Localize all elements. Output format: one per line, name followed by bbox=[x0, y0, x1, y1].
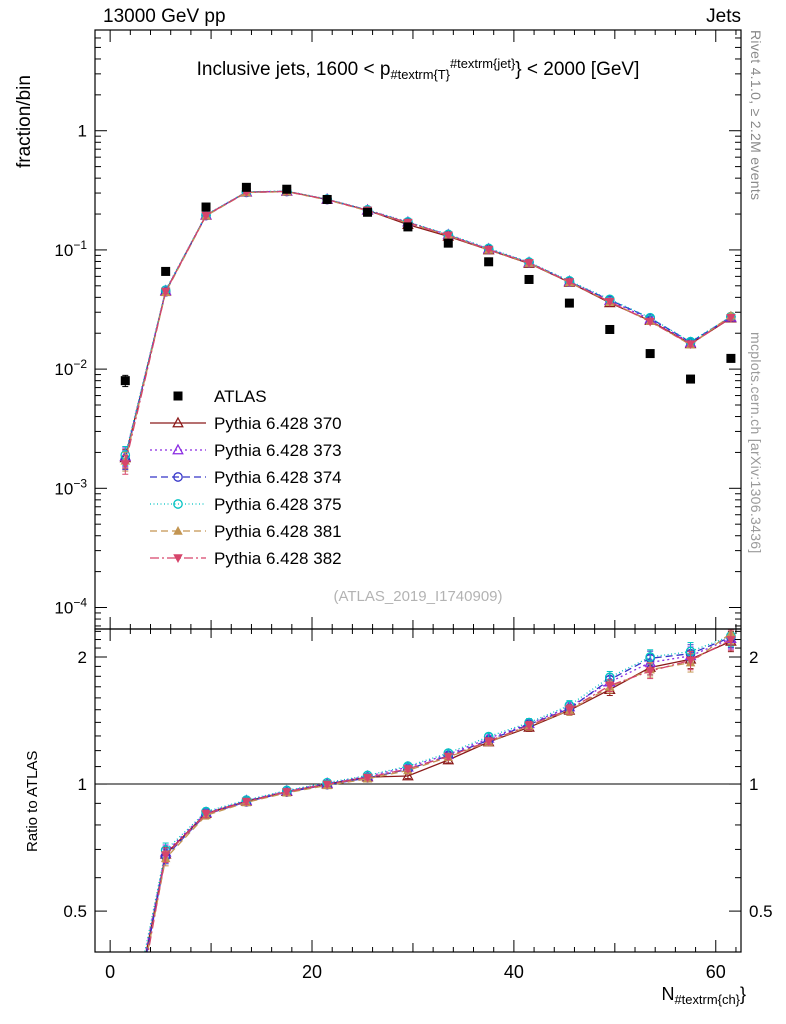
svg-text:0.5: 0.5 bbox=[63, 902, 87, 921]
panel-title-prefix: Inclusive jets, 1600 < p bbox=[196, 58, 391, 80]
svg-text:1: 1 bbox=[78, 775, 87, 794]
mc-series-ratio bbox=[144, 629, 737, 952]
rivet-version-note: Rivet 4.1.0, ≥ 2.2M events bbox=[748, 30, 764, 201]
svg-text:0.5: 0.5 bbox=[749, 902, 773, 921]
panel-title-suffix: } < 2000 [GeV] bbox=[515, 58, 640, 80]
svg-text:2: 2 bbox=[78, 648, 87, 667]
svg-text:20: 20 bbox=[302, 962, 322, 982]
svg-text:10−2: 10−2 bbox=[54, 357, 87, 379]
svg-text:Pythia 6.428 382: Pythia 6.428 382 bbox=[214, 549, 342, 568]
svg-text:10−3: 10−3 bbox=[54, 476, 87, 498]
xaxis-label-subscript: #textrm{ch} bbox=[674, 992, 740, 1008]
analysis-id-watermark: (ATLAS_2019_I1740909) bbox=[333, 588, 503, 605]
svg-text:ATLAS: ATLAS bbox=[214, 387, 267, 406]
mcplots-credit: mcplots.cern.ch [arXiv:1306.3436] bbox=[748, 332, 764, 554]
svg-text:10−1: 10−1 bbox=[54, 238, 87, 260]
svg-text:2: 2 bbox=[749, 648, 758, 667]
svg-text:1: 1 bbox=[749, 775, 758, 794]
svg-text:Pythia 6.428 370: Pythia 6.428 370 bbox=[214, 414, 342, 433]
svg-text:Pythia 6.428 375: Pythia 6.428 375 bbox=[214, 495, 342, 514]
svg-text:40: 40 bbox=[504, 962, 524, 982]
svg-text:Pythia 6.428 373: Pythia 6.428 373 bbox=[214, 441, 342, 460]
axis-tick-labels: 1 10−1 10−2 10−3 10−4 2 2 1 1 0.5 0.5 0 20 40 60 bbox=[54, 122, 772, 982]
panel-title-superscript: #textrm{jet} bbox=[449, 56, 516, 71]
xaxis-label: N#textrm{ch}} bbox=[661, 984, 746, 1007]
beam-energy-label: 13000 GeV pp bbox=[103, 6, 226, 27]
axis-ticks bbox=[95, 29, 741, 952]
panel-title: Inclusive jets, 1600 < p#textrm{T}#textr… bbox=[95, 56, 741, 82]
svg-text:10−4: 10−4 bbox=[54, 595, 87, 617]
svg-text:Pythia 6.428 381: Pythia 6.428 381 bbox=[214, 522, 342, 541]
panel-title-subscript: #textrm{T} bbox=[390, 66, 450, 82]
legend: ATLAS Pythia 6.428 370 Pythia 6.428 373 Pyt… bbox=[150, 387, 342, 568]
svg-text:60: 60 bbox=[706, 962, 726, 982]
svg-text:0: 0 bbox=[105, 962, 115, 982]
svg-text:1: 1 bbox=[78, 122, 87, 141]
svg-text:Pythia 6.428 374: Pythia 6.428 374 bbox=[214, 468, 342, 487]
xaxis-label-suffix: } bbox=[739, 984, 746, 1004]
atlas-data-points bbox=[120, 182, 736, 388]
analysis-category-label: Jets bbox=[706, 6, 741, 27]
xaxis-label-main: N bbox=[661, 984, 675, 1004]
panel-frames bbox=[94, 29, 742, 953]
mc-series-top bbox=[119, 184, 737, 475]
